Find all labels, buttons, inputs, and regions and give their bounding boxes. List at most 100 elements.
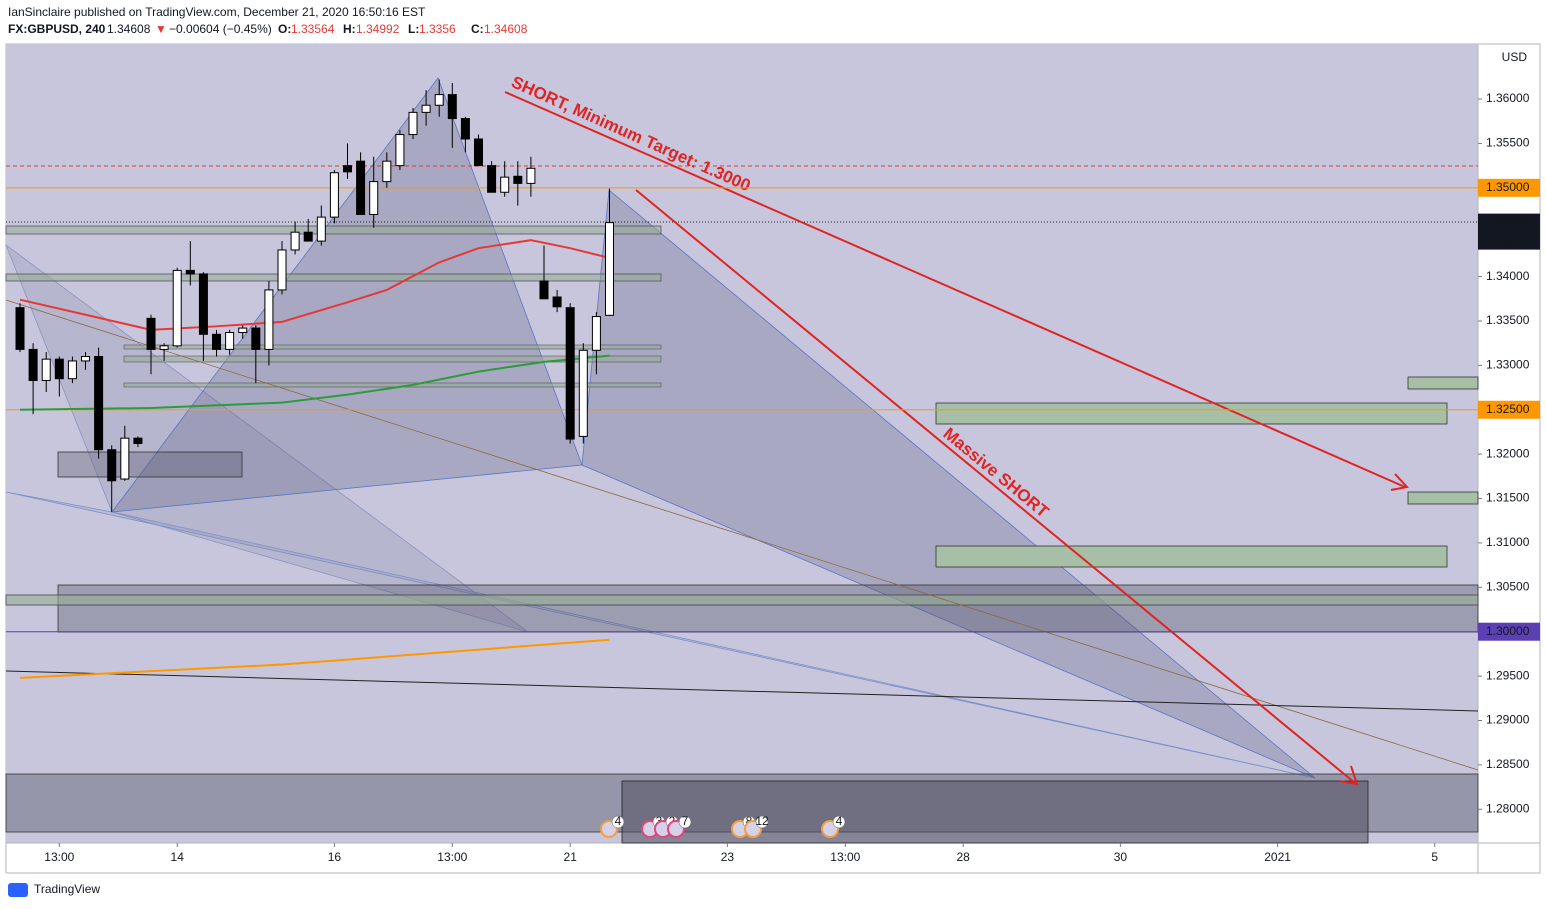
candle-body: [487, 165, 497, 193]
x-tick-label: 13:00: [437, 850, 467, 864]
moving-average: [20, 354, 610, 411]
candle-body: [604, 222, 614, 316]
low-value: 1.3356: [419, 22, 456, 36]
candle-body: [15, 307, 25, 350]
y-tick-label: 1.28500: [1486, 757, 1530, 771]
candle-body: [264, 289, 274, 350]
candle-body: [460, 118, 470, 140]
zone: [57, 584, 1479, 633]
candle-body: [277, 249, 287, 291]
ohlc-label: C:: [471, 22, 484, 36]
event-count: 4: [836, 814, 843, 828]
candle-body: [54, 358, 64, 380]
candle-body: [185, 269, 195, 275]
event-count: 7: [682, 814, 689, 828]
candle-body: [316, 216, 326, 242]
pattern-triangle: [5, 491, 1316, 779]
candle-body: [94, 355, 104, 451]
candle-body: [198, 273, 208, 335]
change-arrow: ▼: [155, 22, 167, 36]
x-tick-label: 28: [957, 850, 971, 864]
price-label-box: [1478, 400, 1540, 419]
currency: USD: [1502, 50, 1528, 64]
x-tick-label: 13:00: [44, 850, 74, 864]
price-label-box: [1478, 622, 1540, 641]
candle-body: [369, 181, 379, 215]
y-tick-label: 1.29500: [1486, 668, 1530, 682]
y-tick-label: 1.36000: [1486, 91, 1530, 105]
ohlc-label: O:: [278, 22, 291, 36]
event-badge: [678, 815, 692, 829]
price-label: 1.35000: [1486, 180, 1530, 194]
candle-body: [356, 160, 366, 215]
candle-body: [408, 111, 418, 136]
candle-body: [133, 437, 143, 445]
candle-body: [41, 358, 51, 381]
close-value: 1.34608: [484, 22, 528, 36]
event-badge: [611, 815, 625, 829]
arrow: [635, 189, 1356, 784]
candle-body: [107, 449, 117, 482]
arrow-head: [1390, 473, 1409, 491]
candle-body: [526, 167, 536, 184]
candle-body: [81, 355, 91, 362]
candle-body: [513, 175, 523, 184]
candle-body: [290, 231, 300, 251]
price-label: 1.32500: [1486, 402, 1530, 416]
candle-body: [539, 280, 549, 300]
logo-icon: [8, 883, 28, 897]
y-tick-label: 1.28000: [1486, 801, 1530, 815]
pattern-triangle: [111, 77, 583, 513]
candle-body: [172, 269, 182, 347]
candle-body: [303, 231, 313, 242]
zone: [1407, 491, 1479, 505]
arrow: [504, 91, 1406, 488]
candle-body: [343, 165, 353, 173]
ohlc-label: L:: [408, 22, 419, 36]
zone: [1407, 376, 1479, 390]
price-label: 1.30000: [1486, 624, 1530, 638]
candle-body: [591, 316, 601, 351]
x-tick-label: 16: [328, 850, 342, 864]
x-tick-label: 13:00: [830, 850, 860, 864]
candle-body: [434, 94, 444, 106]
candle-body: [552, 296, 562, 308]
candle-body: [395, 134, 405, 167]
symbol: FX:GBPUSD, 240: [8, 22, 106, 36]
price-label-box: [1478, 178, 1540, 197]
zone: [935, 545, 1448, 568]
x-tick-label: 5: [1431, 850, 1438, 864]
event-badge: [755, 815, 769, 829]
y-tick-label: 1.35500: [1486, 136, 1530, 150]
high-value: 1.34992: [356, 22, 400, 36]
y-tick-label: 1.31500: [1486, 491, 1530, 505]
price-label: 1.34608: [1486, 215, 1530, 229]
zone: [5, 225, 662, 235]
event-count: 12: [755, 814, 769, 828]
y-tick-label: 1.34000: [1486, 269, 1530, 283]
candle-body: [329, 172, 339, 218]
trend-line: [5, 670, 1479, 712]
candle-body: [225, 332, 235, 350]
zone: [5, 594, 1479, 606]
y-tick-label: 1.32000: [1486, 446, 1530, 460]
event-badge: [832, 815, 846, 829]
zone: [123, 344, 662, 350]
zone: [935, 402, 1448, 425]
drawings: SHORT, Minimum Target: 1.3000 Massive SH…: [5, 72, 1479, 844]
candle-body: [578, 349, 588, 437]
change: −0.00604 (−0.45%): [169, 22, 272, 36]
candle-body: [447, 94, 457, 120]
zone: [57, 451, 243, 478]
arrow-head: [1338, 765, 1359, 786]
countdown: 09:45: [1496, 234, 1526, 248]
candle-body: [67, 360, 77, 380]
y-tick-label: 1.30500: [1486, 579, 1530, 593]
x-tick-label: 2021: [1264, 850, 1291, 864]
candle-body: [146, 317, 156, 350]
candle-body: [28, 348, 38, 381]
event-count: 4: [615, 814, 622, 828]
y-tick-label: 1.29000: [1486, 713, 1530, 727]
